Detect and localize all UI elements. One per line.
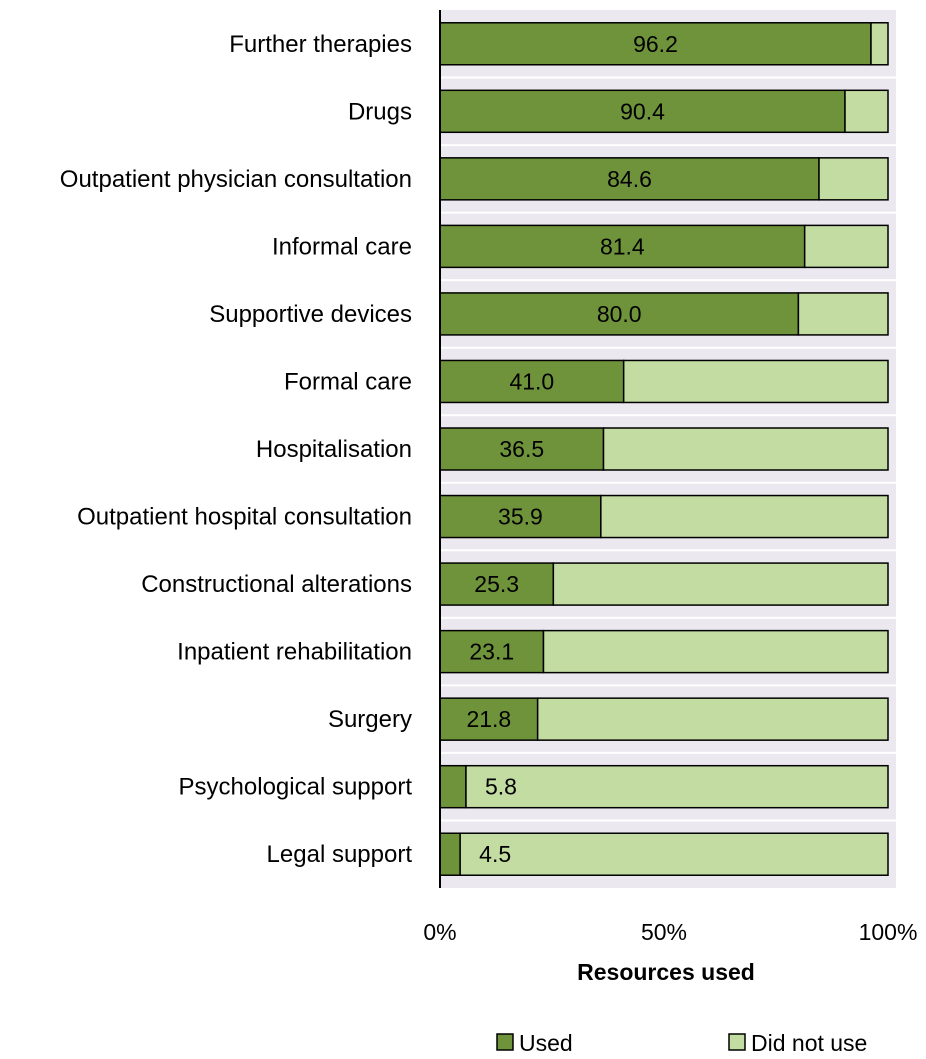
bar-did-not-use-inpatient-rehabilitation — [542, 629, 889, 674]
data-label: 81.4 — [600, 233, 645, 259]
bar-used-legal-support — [439, 832, 461, 876]
bar-did-not-use-informal-care — [803, 224, 889, 269]
bar-used-outpatient-hospital-consultation — [439, 494, 602, 539]
bar-did-not-use-hospitalisation — [602, 427, 889, 471]
bar-did-not-use-supportive-devices — [797, 292, 889, 336]
bar-series — [439, 22, 889, 876]
x-tick-label: 50% — [641, 919, 687, 945]
x-tick-label: 100% — [859, 919, 918, 945]
data-labels: 96.2 90.4 84.6 81.4 80.0 41.0 36.5 35.9 25.3 23.1… — [466, 31, 677, 867]
x-axis-label: Resources used — [577, 959, 755, 985]
category-label: Outpatient physician consultation — [60, 166, 412, 193]
bar-did-not-use-constructional-alterations — [552, 562, 889, 606]
x-tick-labels: 0% 50% 100% — [423, 919, 917, 945]
category-label: Hospitalisation — [256, 436, 412, 463]
data-label: 25.3 — [474, 571, 519, 597]
category-label: Legal support — [267, 841, 413, 868]
category-label: Further therapies — [229, 31, 412, 58]
legend: Used Did not use — [496, 1030, 867, 1056]
category-label: Supportive devices — [209, 301, 412, 328]
data-label: 23.1 — [469, 639, 514, 665]
category-label: Outpatient hospital consultation — [77, 504, 412, 531]
data-label: 5.8 — [485, 774, 517, 800]
legend-label-used: Used — [519, 1030, 573, 1056]
data-label: 4.5 — [479, 841, 511, 867]
category-label: Constructional alterations — [141, 571, 412, 598]
data-label: 80.0 — [597, 301, 642, 327]
bar-did-not-use-further-therapies — [870, 22, 889, 66]
legend-swatch-used — [496, 1033, 514, 1051]
data-label: 21.8 — [466, 706, 511, 732]
bar-did-not-use-outpatient-physician-consultation — [818, 157, 889, 201]
data-label: 35.9 — [498, 504, 543, 530]
category-label: Psychological support — [179, 774, 413, 801]
bar-used-psychological-support — [439, 764, 467, 809]
category-label: Formal care — [284, 368, 412, 395]
data-label: 90.4 — [620, 98, 665, 124]
category-label: Inpatient rehabilitation — [177, 639, 412, 666]
bar-used-informal-care — [439, 224, 806, 269]
bar-did-not-use-legal-support — [459, 832, 889, 876]
bar-did-not-use-formal-care — [622, 359, 889, 404]
bar-did-not-use-psychological-support — [465, 764, 889, 809]
legend-label-did-not-use: Did not use — [751, 1030, 867, 1056]
data-label: 36.5 — [499, 436, 544, 462]
data-label: 84.6 — [607, 166, 652, 192]
row-bands — [440, 76, 896, 822]
category-label: Drugs — [348, 98, 412, 125]
data-label: 41.0 — [509, 368, 554, 394]
legend-swatch-did-not-use — [728, 1033, 746, 1051]
bar-did-not-use-drugs — [844, 89, 889, 134]
bar-used-surgery — [439, 697, 539, 741]
bar-did-not-use-surgery — [536, 697, 889, 741]
bar-used-supportive-devices — [439, 292, 800, 336]
category-label: Informal care — [272, 233, 412, 260]
bar-used-drugs — [439, 89, 846, 134]
category-label: Surgery — [328, 706, 412, 733]
category-labels: Further therapies Drugs Outpatient physici… — [60, 31, 413, 868]
bar-used-constructional-alterations — [439, 562, 555, 606]
bar-did-not-use-outpatient-hospital-consultation — [600, 494, 889, 539]
data-label: 96.2 — [633, 31, 678, 57]
bar-used-outpatient-physician-consultation — [439, 157, 820, 201]
x-tick-label: 0% — [423, 919, 456, 945]
